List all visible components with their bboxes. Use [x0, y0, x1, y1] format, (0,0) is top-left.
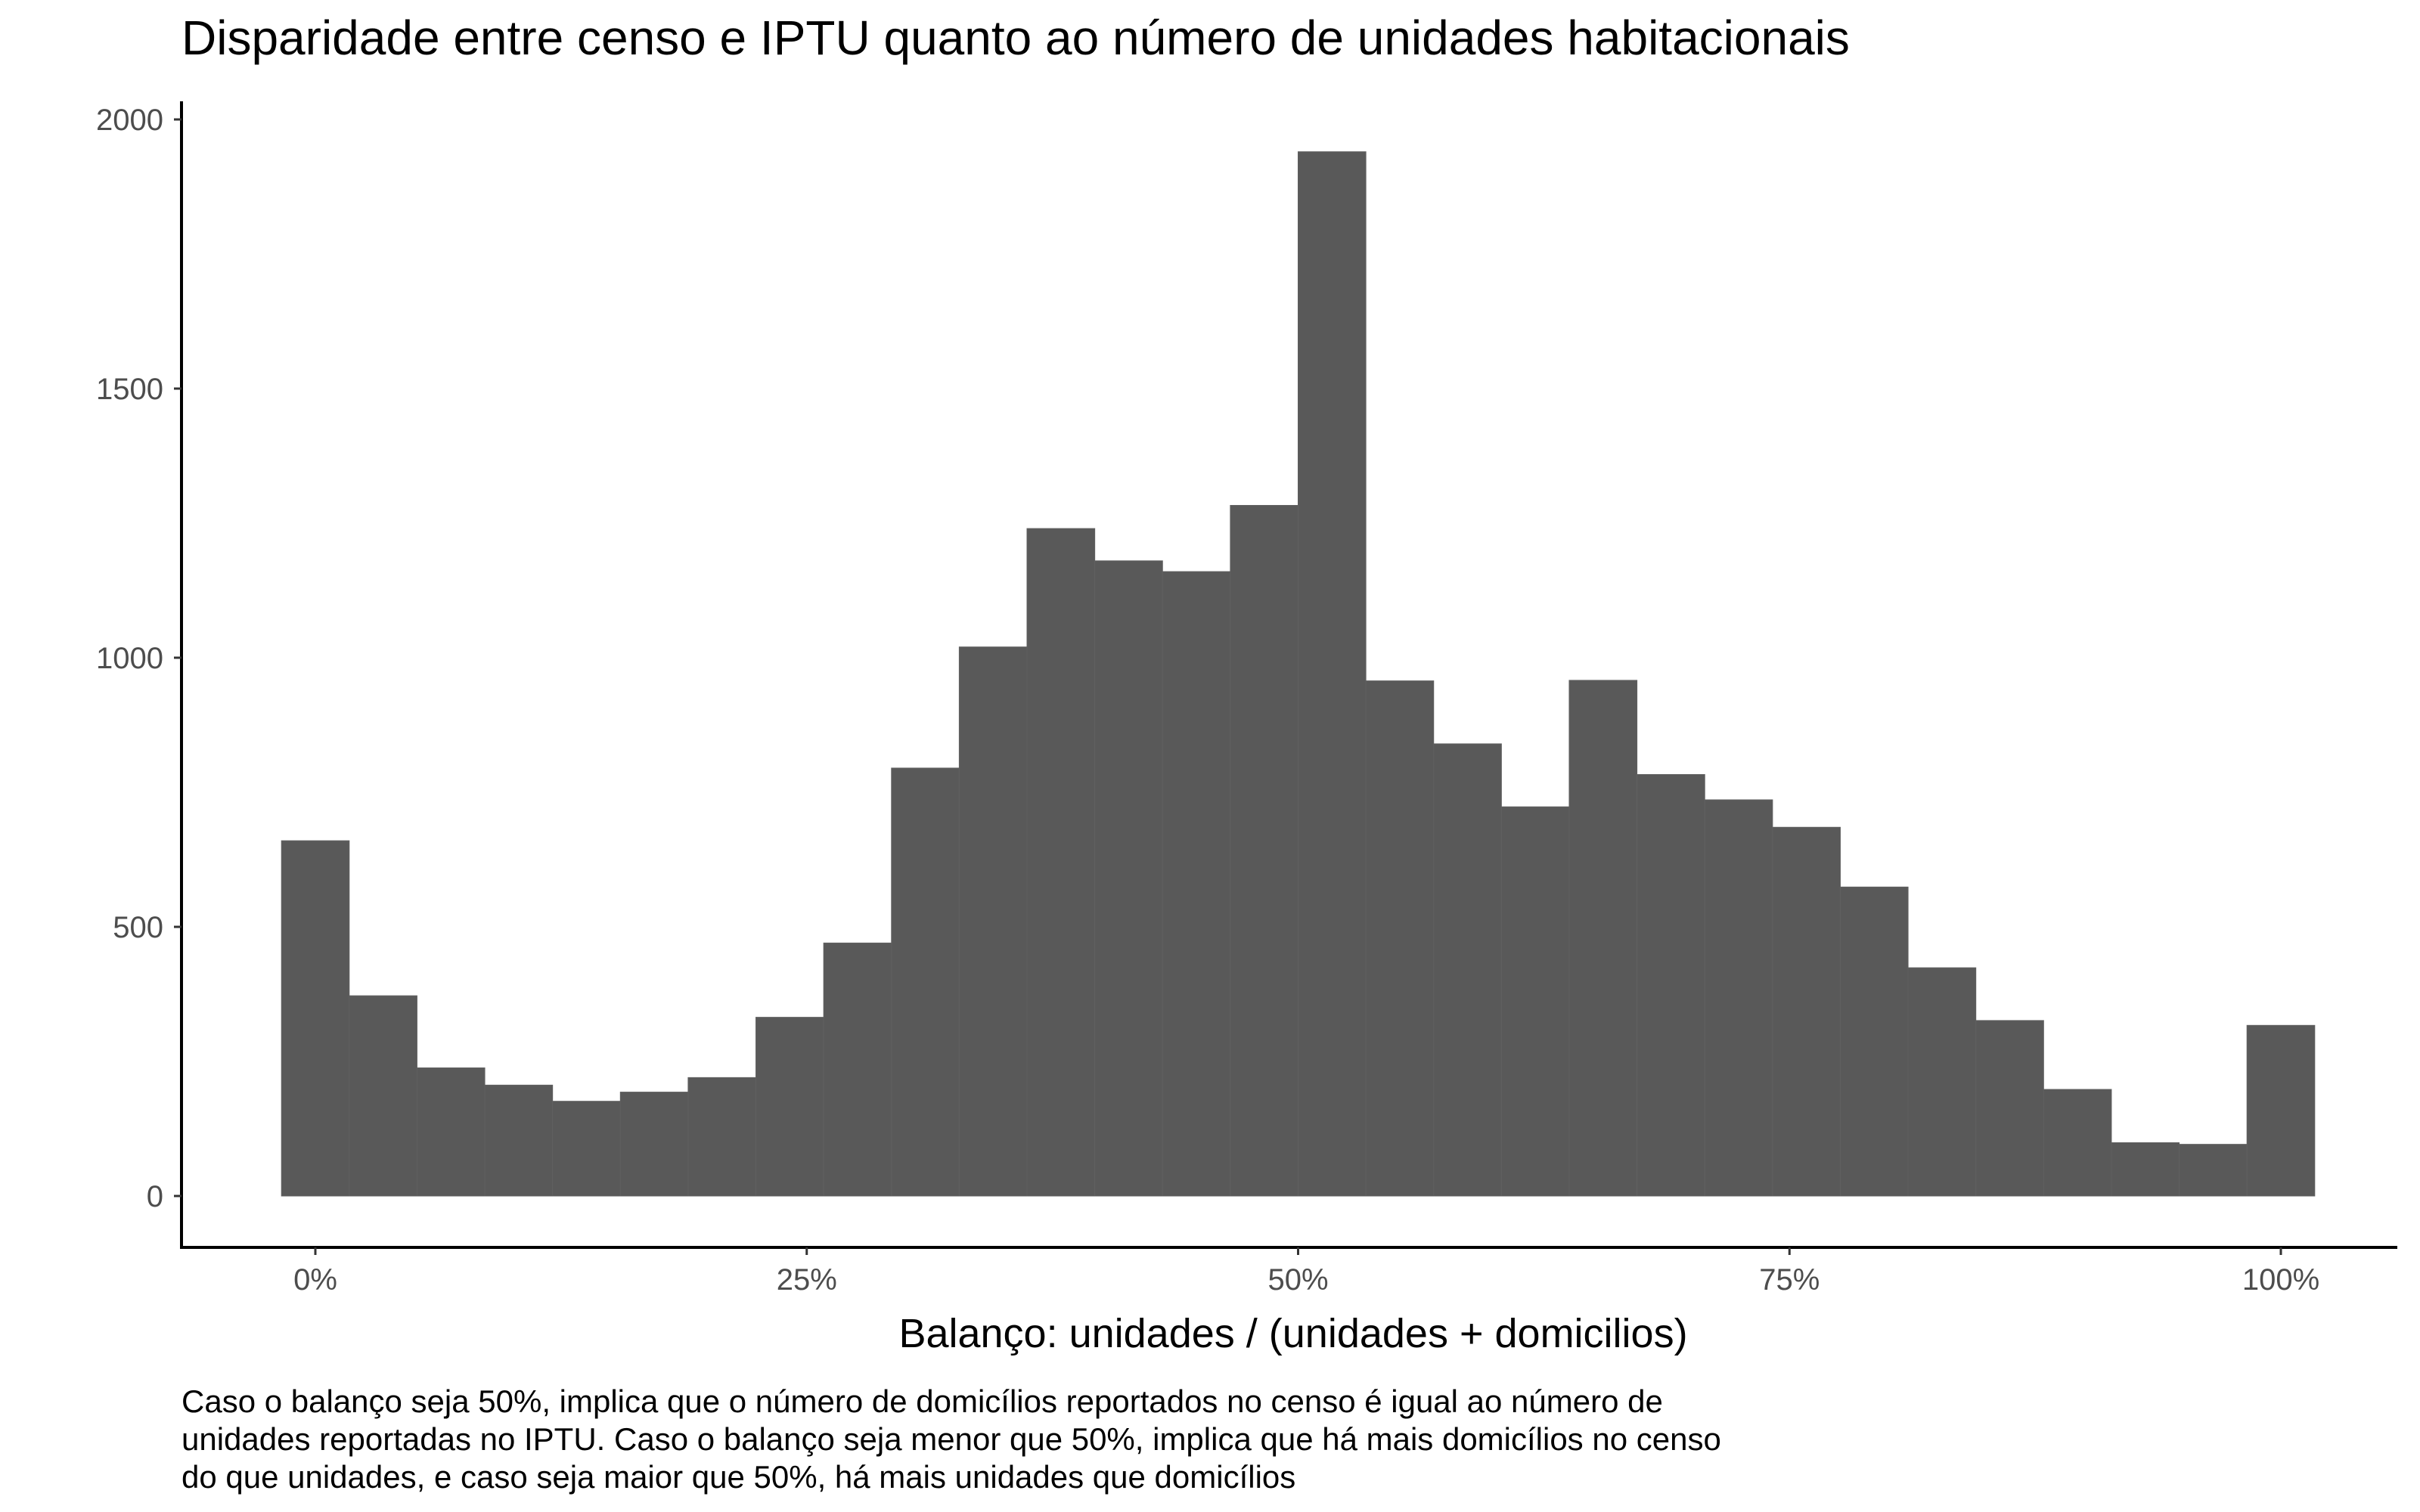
histogram-bar	[416, 1067, 486, 1197]
histogram-bar	[1365, 680, 1435, 1197]
histogram-bar	[755, 1017, 824, 1197]
y-tick-label: 1500	[96, 373, 163, 406]
histogram-bar	[891, 767, 960, 1197]
histogram-bar	[1839, 886, 1909, 1197]
x-tick-label: 50%	[1267, 1263, 1328, 1297]
histogram-bar	[1975, 1020, 2044, 1197]
axes-layer	[180, 101, 2397, 1249]
histogram-bar	[1637, 774, 1705, 1197]
x-tick-label: 75%	[1759, 1263, 1820, 1297]
histogram-bar	[349, 995, 417, 1197]
x-axis-title: Balanço: unidades / (unidades + domicili…	[898, 1311, 1687, 1356]
histogram-bar	[1568, 680, 1638, 1197]
histogram-bar	[1162, 571, 1231, 1197]
chart-title: Disparidade entre censo e IPTU quanto ao…	[182, 11, 1850, 65]
histogram-bar	[281, 840, 350, 1197]
histogram-bar	[1026, 528, 1096, 1197]
y-tick-label: 500	[113, 911, 163, 944]
caption-line-2: unidades reportadas no IPTU. Caso o bala…	[182, 1421, 1721, 1457]
histogram-bar	[619, 1092, 689, 1197]
histogram-bar	[2246, 1024, 2316, 1197]
y-tick-label: 1000	[96, 642, 163, 675]
histogram-bar	[958, 646, 1028, 1197]
histogram-bar	[2111, 1142, 2180, 1197]
histogram-bar	[823, 942, 892, 1197]
histogram-bar	[1704, 799, 1773, 1197]
y-tick-label: 0	[147, 1180, 163, 1213]
histogram-bar	[1500, 806, 1570, 1197]
y-tick-label: 2000	[96, 104, 163, 137]
bars-layer	[281, 151, 2316, 1197]
x-tick-label: 0%	[293, 1263, 337, 1297]
histogram-bar	[1230, 505, 1299, 1197]
histogram-bar	[484, 1084, 554, 1197]
y-ticks-layer: 0 500 1000 1500 2000	[96, 104, 182, 1213]
caption-line-1: Caso o balanço seja 50%, implica que o n…	[182, 1383, 1663, 1419]
histogram-bar	[1094, 560, 1163, 1197]
x-ticks-layer: 0% 25% 50% 75% 100%	[293, 1247, 2319, 1297]
histogram-bar	[1433, 743, 1502, 1197]
histogram-bar	[2179, 1144, 2248, 1197]
caption: Caso o balanço seja 50%, implica que o n…	[182, 1383, 1721, 1495]
x-tick-label: 100%	[2242, 1263, 2319, 1297]
histogram-bar	[1907, 967, 1977, 1197]
histogram-bar	[1298, 151, 1367, 1197]
caption-line-3: do que unidades, e caso seja maior que 5…	[182, 1459, 1295, 1495]
histogram-bar	[687, 1077, 757, 1197]
histogram-bar	[552, 1101, 621, 1197]
x-tick-label: 25%	[777, 1263, 837, 1297]
histogram-bar	[2043, 1089, 2112, 1197]
histogram-bar	[1772, 826, 1841, 1197]
